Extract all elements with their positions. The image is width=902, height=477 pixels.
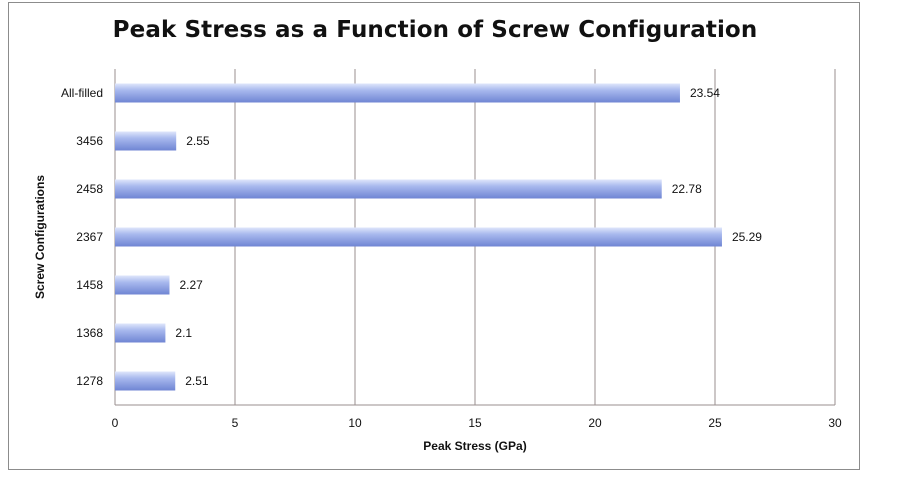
bar-3456 [115, 131, 177, 151]
y-tick-label: 1458 [76, 278, 103, 292]
bar-2367 [115, 227, 722, 247]
x-tick-label: 5 [232, 416, 239, 430]
y-tick-label: 3456 [76, 134, 103, 148]
y-tick-label: 1278 [76, 374, 103, 388]
bars [115, 83, 722, 391]
bar-1278 [115, 371, 176, 391]
y-tick-label: 1368 [76, 326, 103, 340]
data-label: 2.51 [185, 374, 209, 388]
x-tick-label: 25 [708, 416, 722, 430]
x-axis-title: Peak Stress (GPa) [423, 439, 526, 453]
data-label: 23.54 [690, 86, 720, 100]
labels: 0 5 10 15 20 25 30 1278 2.51 1368 2.1 1458 2.27 2367 2… [61, 86, 842, 430]
x-tick-label: 15 [468, 416, 482, 430]
data-label: 2.55 [186, 134, 210, 148]
data-label: 22.78 [672, 182, 702, 196]
x-tick-label: 20 [588, 416, 602, 430]
y-axis-title: Screw Configurations [33, 175, 47, 299]
chart-title: Peak Stress as a Function of Screw Confi… [112, 17, 758, 43]
y-tick-label: 2458 [76, 182, 103, 196]
bar-1458 [115, 275, 170, 295]
y-tick-label: All-filled [61, 86, 103, 100]
x-tick-label: 10 [348, 416, 362, 430]
bar-2458 [115, 179, 662, 199]
data-label: 25.29 [732, 230, 762, 244]
data-label: 2.27 [179, 278, 203, 292]
y-tick-label: 2367 [76, 230, 103, 244]
data-label: 2.1 [175, 326, 192, 340]
bar-1368 [115, 323, 166, 343]
x-tick-label: 0 [112, 416, 119, 430]
bar-All-filled [115, 83, 680, 103]
x-tick-label: 30 [828, 416, 842, 430]
